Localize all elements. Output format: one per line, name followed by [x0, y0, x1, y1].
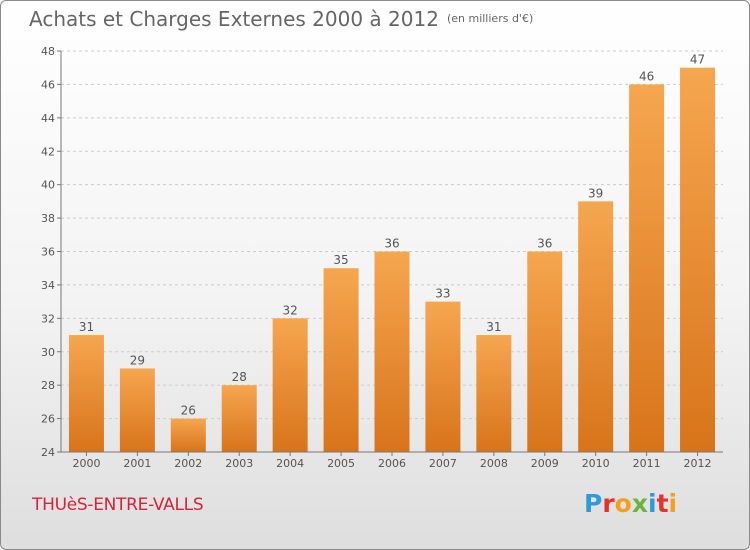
y-tick-label: 44 — [41, 112, 55, 125]
chart-title-text: Achats et Charges Externes 2000 à 2012 — [29, 7, 439, 31]
bar-2000 — [68, 335, 104, 452]
x-tick-label-2009: 2009 — [531, 457, 559, 470]
place-name: THUèS-ENTRE-VALLS — [32, 495, 204, 515]
x-tick-label-2005: 2005 — [327, 457, 355, 470]
y-tick-label: 46 — [41, 78, 55, 91]
y-tick-label: 38 — [41, 212, 55, 225]
data-label-2010: 39 — [588, 186, 603, 200]
x-tick-label-2010: 2010 — [582, 457, 610, 470]
bar-2001 — [119, 368, 155, 452]
x-tick-label-2004: 2004 — [276, 457, 304, 470]
y-tick-label: 28 — [41, 379, 55, 392]
y-tick-label: 48 — [41, 45, 55, 58]
y-tick-label: 30 — [41, 346, 55, 359]
bar-2007 — [425, 301, 461, 452]
bar-2008 — [476, 335, 512, 452]
data-label-2005: 35 — [333, 253, 348, 267]
data-label-2002: 26 — [181, 404, 196, 418]
x-tick-label-2000: 2000 — [72, 457, 100, 470]
axes — [57, 50, 723, 456]
x-tick-label-2008: 2008 — [480, 457, 508, 470]
data-label-2009: 36 — [537, 237, 552, 251]
y-tick-label: 34 — [41, 279, 55, 292]
x-tick-label-2012: 2012 — [684, 457, 712, 470]
x-tick-label-2001: 2001 — [123, 457, 151, 470]
x-tick-label-2007: 2007 — [429, 457, 457, 470]
data-label-2003: 28 — [232, 370, 247, 384]
x-tick-label-2006: 2006 — [378, 457, 406, 470]
chart-title: Achats et Charges Externes 2000 à 2012 (e… — [29, 7, 533, 31]
labels: 24 26 28 30 32 34 36 38 40 42 44 46 48 31 2000 29 2001 26… — [41, 45, 712, 470]
y-tick-label: 26 — [41, 413, 55, 426]
bar-2004 — [272, 318, 308, 452]
bar-2003 — [221, 385, 257, 452]
data-label-2011: 46 — [639, 69, 654, 83]
data-label-2012: 47 — [690, 53, 705, 67]
data-label-2007: 33 — [435, 287, 450, 301]
y-tick-label: 42 — [41, 145, 55, 158]
y-tick-label: 40 — [41, 179, 55, 192]
x-tick-label-2011: 2011 — [633, 457, 661, 470]
y-tick-label: 24 — [41, 446, 55, 459]
bar-2005 — [323, 268, 359, 452]
x-tick-label-2002: 2002 — [174, 457, 202, 470]
data-label-2004: 32 — [283, 303, 298, 317]
bar-2012 — [680, 67, 716, 452]
chart-unit: (en milliers d'€) — [446, 12, 534, 25]
bar-2009 — [527, 251, 563, 452]
data-label-2001: 29 — [130, 353, 145, 367]
bar-2002 — [170, 418, 206, 452]
bar-2006 — [374, 251, 410, 452]
data-label-2006: 36 — [384, 237, 399, 251]
bars — [68, 67, 716, 453]
bar-2011 — [629, 84, 665, 453]
bar-2010 — [578, 201, 614, 452]
y-tick-label: 32 — [41, 312, 55, 325]
data-label-2000: 31 — [79, 320, 94, 334]
proxiti-logo: Proxiti — [584, 489, 678, 518]
data-label-2008: 31 — [486, 320, 501, 334]
x-tick-label-2003: 2003 — [225, 457, 253, 470]
y-tick-label: 36 — [41, 246, 55, 259]
